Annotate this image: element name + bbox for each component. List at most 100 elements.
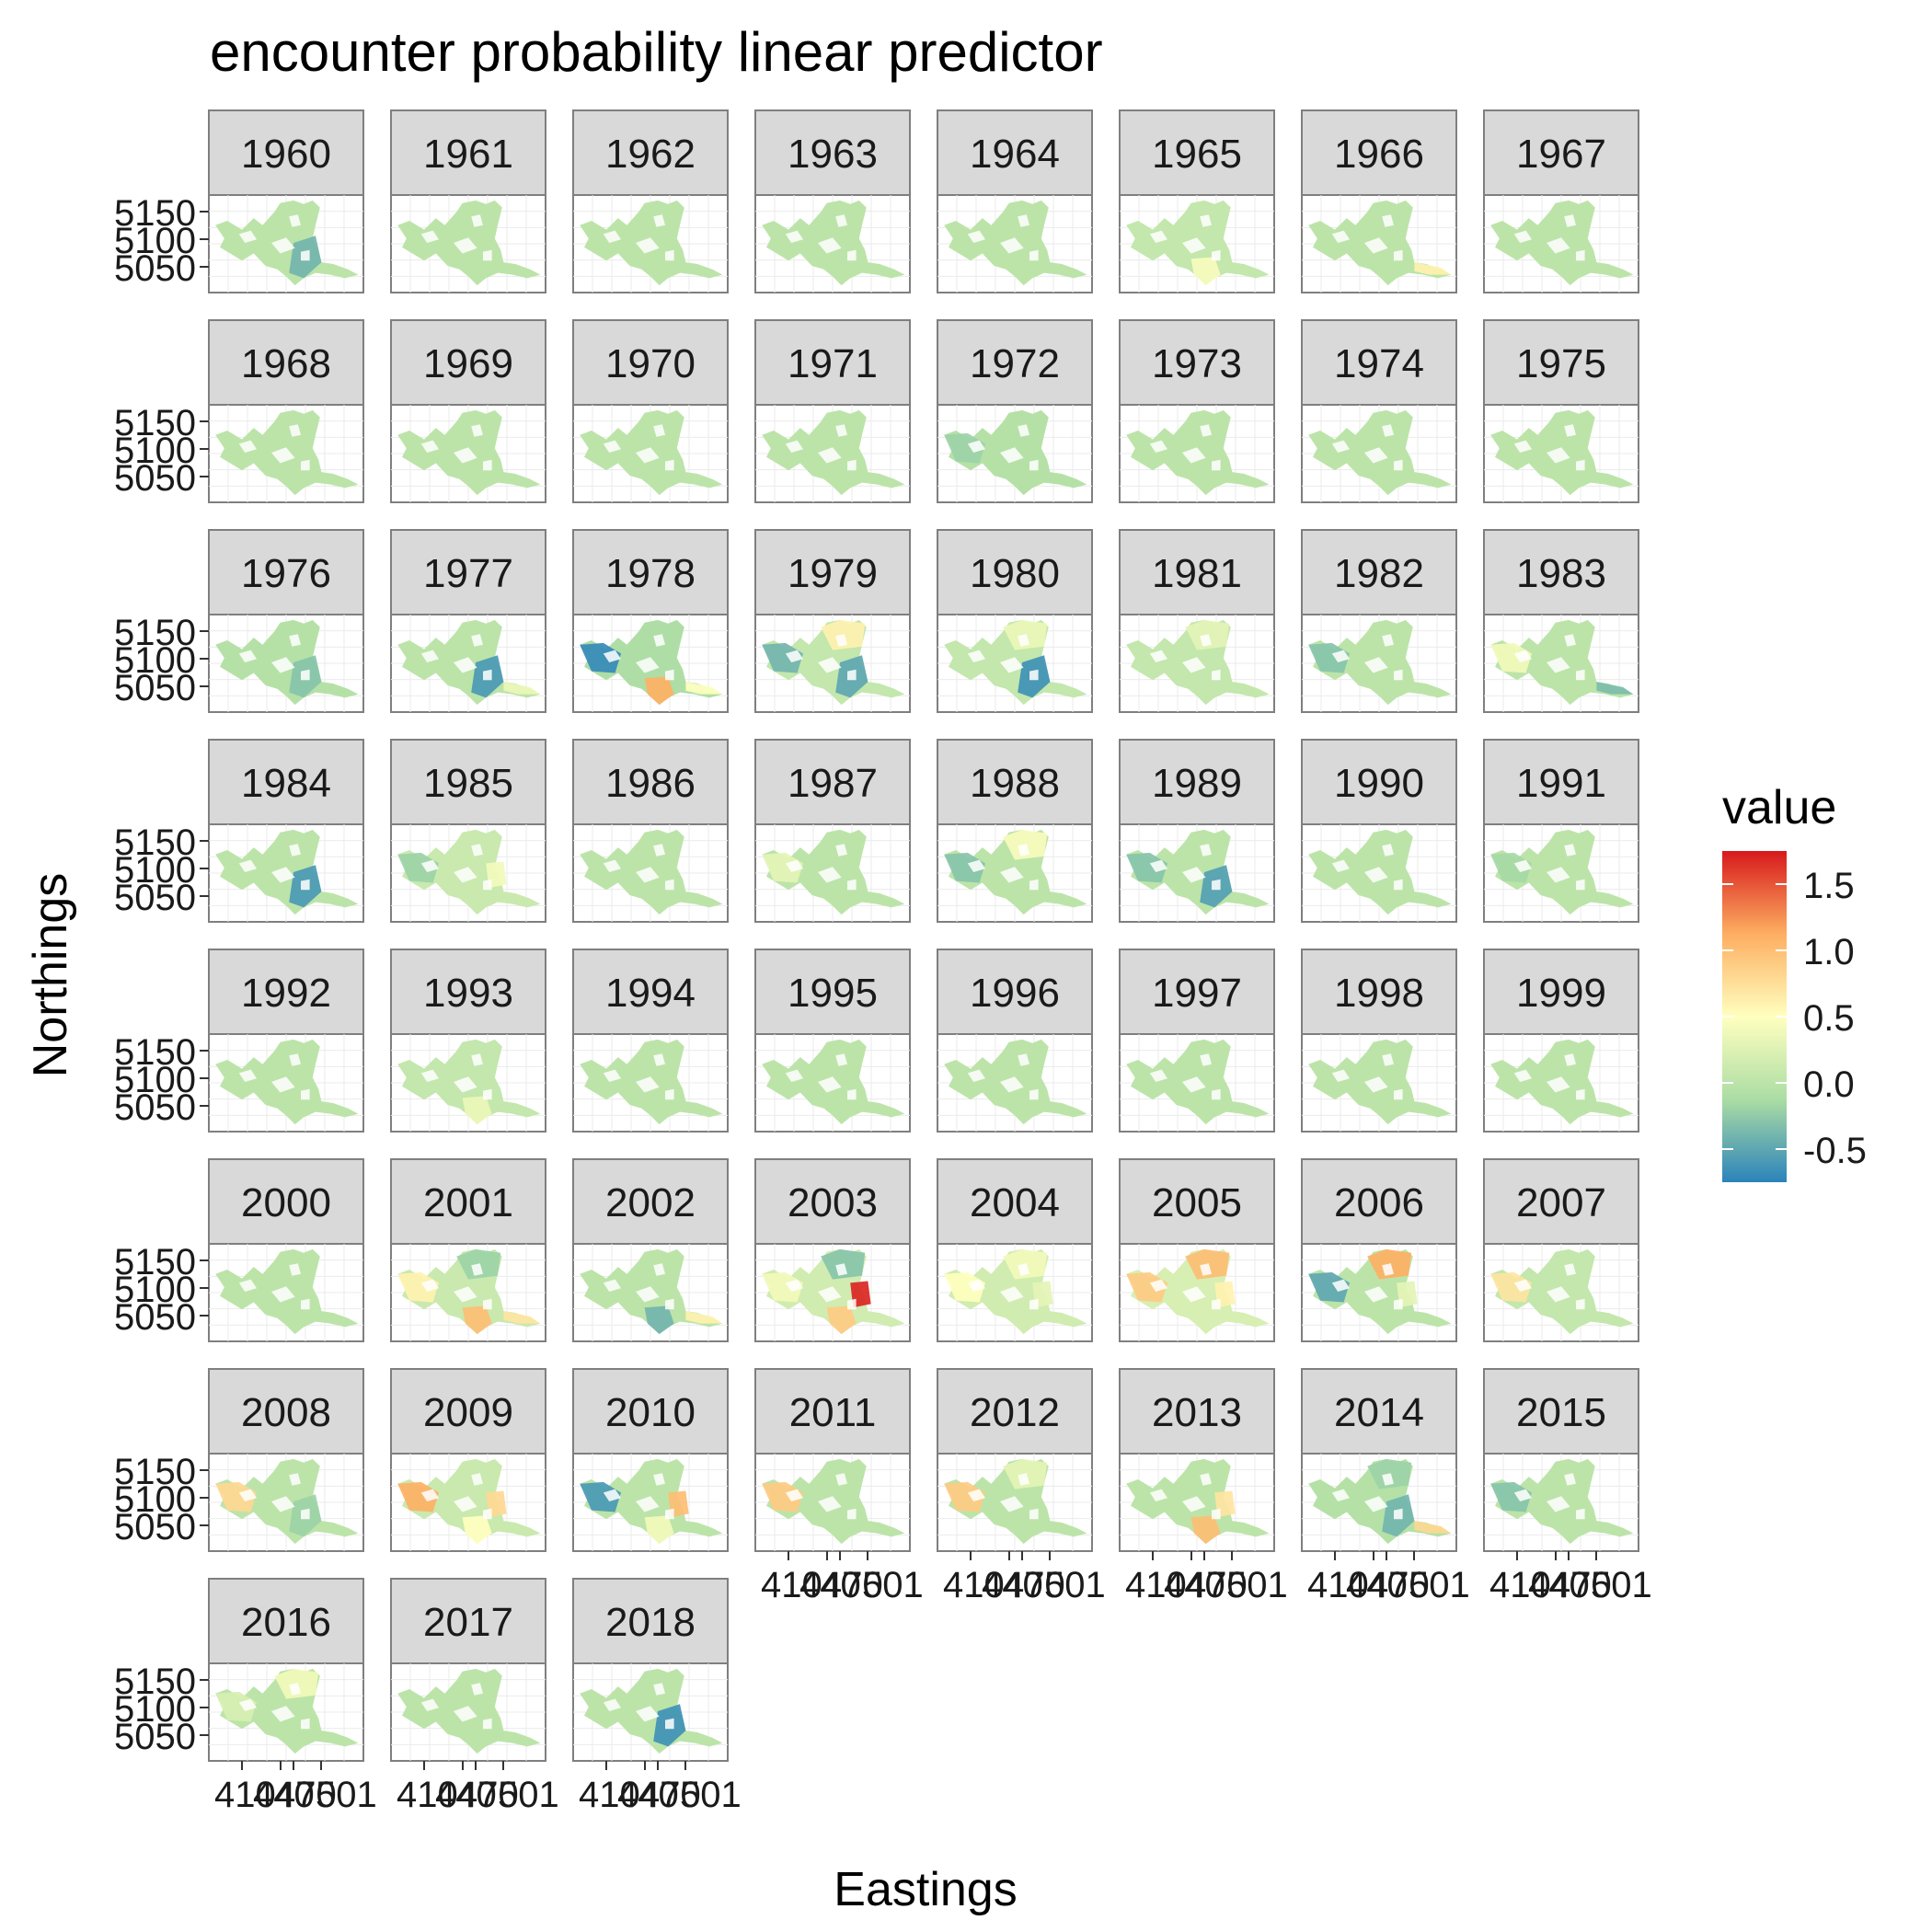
map-region-w bbox=[1490, 1271, 1532, 1303]
x-axis-label: Eastings bbox=[834, 1863, 1018, 1916]
y-tick-label: 5050 bbox=[114, 668, 196, 708]
x-tick-label: 410 bbox=[1125, 1565, 1187, 1605]
map-lake bbox=[1182, 1286, 1206, 1303]
facet-strip-label: 2011 bbox=[789, 1390, 877, 1435]
map-lake bbox=[1149, 859, 1167, 872]
y-tick-label: 5150 bbox=[114, 822, 196, 863]
facet-strip bbox=[208, 319, 364, 406]
facet-strip bbox=[1119, 319, 1275, 406]
facet-panel-1966: 1966 bbox=[1301, 109, 1457, 293]
map-lake bbox=[1364, 1286, 1388, 1303]
x-tick-label: 440 bbox=[617, 1775, 679, 1815]
facet-strip-label: 2014 bbox=[1334, 1390, 1424, 1435]
map-lake bbox=[1018, 1263, 1029, 1276]
x-tick-label: 501 bbox=[1591, 1565, 1652, 1605]
map-lake bbox=[1149, 650, 1167, 662]
map-lake bbox=[271, 1076, 295, 1093]
map-lake bbox=[967, 230, 985, 243]
x-tick-label: 440 bbox=[435, 1775, 497, 1815]
map-lake bbox=[1149, 1069, 1167, 1082]
facet-strip-label: 1985 bbox=[423, 761, 513, 806]
map-lake bbox=[1212, 1298, 1221, 1310]
facet-strip bbox=[1119, 739, 1275, 825]
map-lake bbox=[1513, 440, 1532, 453]
facet-strip-label: 2008 bbox=[241, 1390, 331, 1435]
map-lake bbox=[1564, 1473, 1576, 1486]
map-lake bbox=[420, 650, 439, 662]
facet-panel-1996: 1996 bbox=[937, 949, 1093, 1133]
map-lake bbox=[238, 1698, 257, 1711]
facet-strip-label: 1999 bbox=[1516, 971, 1606, 1016]
map-region-w bbox=[944, 1271, 985, 1303]
map-region-ee bbox=[1414, 1521, 1452, 1534]
facet-strip bbox=[390, 739, 546, 825]
map-lake bbox=[1382, 1053, 1394, 1066]
y-tick-label: 5100 bbox=[114, 1689, 196, 1730]
map-region-s bbox=[462, 1096, 492, 1125]
map-lake bbox=[271, 1286, 295, 1303]
facet-strip-label: 1966 bbox=[1334, 132, 1424, 177]
map-lake bbox=[785, 1069, 803, 1082]
map-lake bbox=[847, 459, 857, 471]
map-lake bbox=[301, 249, 310, 261]
y-tick-label: 5050 bbox=[114, 458, 196, 499]
map-lake bbox=[636, 657, 660, 673]
map-lake bbox=[1182, 657, 1206, 673]
facet-strip-label: 1960 bbox=[241, 132, 331, 177]
facet-strip-label: 2006 bbox=[1334, 1180, 1424, 1225]
x-tick-label: 470 bbox=[275, 1775, 337, 1815]
map-lake bbox=[665, 249, 674, 261]
map-lake bbox=[847, 249, 857, 261]
map-lake bbox=[1394, 249, 1403, 261]
map-region-w bbox=[1126, 852, 1167, 883]
map-region-w bbox=[762, 852, 803, 883]
y-tick-label: 5150 bbox=[114, 1242, 196, 1282]
map-lake bbox=[483, 1298, 492, 1310]
facet-panel-1997: 1997 bbox=[1119, 949, 1275, 1133]
map-lake bbox=[271, 867, 295, 883]
facet-strip bbox=[1119, 109, 1275, 196]
map-lake bbox=[1029, 459, 1039, 471]
map-lake bbox=[1547, 1496, 1570, 1512]
facet-strip-label: 1964 bbox=[970, 132, 1060, 177]
map-lake bbox=[1212, 249, 1221, 261]
map-lake bbox=[835, 424, 847, 437]
map-lake bbox=[420, 1279, 439, 1292]
map-lake bbox=[471, 1053, 483, 1066]
map-lake bbox=[603, 1489, 621, 1501]
map-lake bbox=[1576, 249, 1585, 261]
x-tick-label: 501 bbox=[316, 1775, 377, 1815]
map-lake bbox=[238, 859, 257, 872]
map-lake bbox=[665, 1508, 674, 1520]
facet-panel-1977: 1977 bbox=[390, 529, 546, 713]
x-tick-label: 470 bbox=[822, 1565, 883, 1605]
y-tick-label: 5100 bbox=[114, 1060, 196, 1100]
map-lake bbox=[238, 230, 257, 243]
map-lake bbox=[1200, 1053, 1212, 1066]
facet-panel-1965: 1965 bbox=[1119, 109, 1275, 293]
map-lake bbox=[471, 1263, 483, 1276]
map-lake bbox=[301, 459, 310, 471]
map-lake bbox=[785, 650, 803, 662]
y-tick-label: 5100 bbox=[114, 850, 196, 891]
map-lake bbox=[1547, 657, 1570, 673]
facet-strip bbox=[572, 1578, 729, 1664]
map-lake bbox=[238, 650, 257, 662]
map-lake bbox=[1331, 1279, 1350, 1292]
map-lake bbox=[636, 237, 660, 254]
x-tick-label: 501 bbox=[1226, 1565, 1288, 1605]
y-tick-label: 5050 bbox=[114, 1087, 196, 1128]
map-lake bbox=[1547, 867, 1570, 883]
facet-panel-1983: 1983 bbox=[1483, 529, 1639, 713]
facet-strip-label: 2013 bbox=[1152, 1390, 1242, 1435]
facet-panel-1998: 1998 bbox=[1301, 949, 1457, 1133]
map-lake bbox=[785, 1279, 803, 1292]
map-lake bbox=[665, 1088, 674, 1100]
map-region-s bbox=[1190, 1515, 1221, 1545]
x-tick-label: 470 bbox=[639, 1775, 701, 1815]
map-region-w bbox=[944, 1481, 985, 1512]
map-lake bbox=[1000, 867, 1024, 883]
facet-strip bbox=[1483, 949, 1639, 1035]
